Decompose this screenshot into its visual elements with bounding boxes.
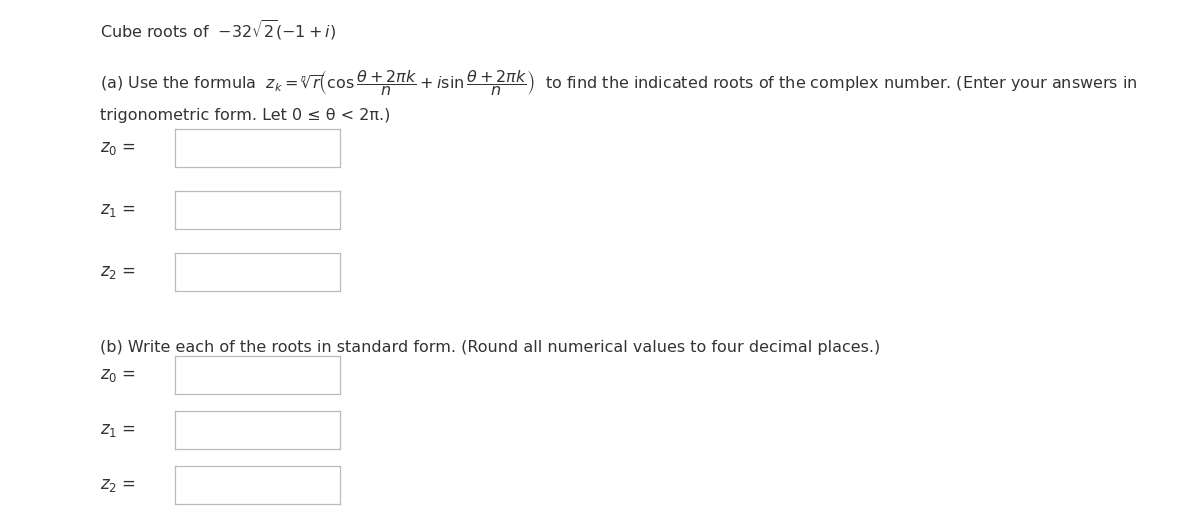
Text: $z_2$ =: $z_2$ = xyxy=(100,263,136,281)
Text: Cube roots of  $-32\sqrt{2}(-1 + i)$: Cube roots of $-32\sqrt{2}(-1 + i)$ xyxy=(100,18,336,42)
Text: $z_0$ =: $z_0$ = xyxy=(100,366,136,384)
Text: $z_1$ =: $z_1$ = xyxy=(100,421,136,439)
Text: (a) Use the formula  $z_k = \sqrt[n]{r}\!\left(\cos\dfrac{\theta+2\pi k}{n} + i\: (a) Use the formula $z_k = \sqrt[n]{r}\!… xyxy=(100,68,1138,98)
Text: $z_2$ =: $z_2$ = xyxy=(100,476,136,494)
Text: (b) Write each of the roots in standard form. (Round all numerical values to fou: (b) Write each of the roots in standard … xyxy=(100,340,881,355)
Text: $z_1$ =: $z_1$ = xyxy=(100,201,136,219)
Text: $z_0$ =: $z_0$ = xyxy=(100,139,136,157)
Text: trigonometric form. Let 0 ≤ θ < 2π.): trigonometric form. Let 0 ≤ θ < 2π.) xyxy=(100,108,390,123)
